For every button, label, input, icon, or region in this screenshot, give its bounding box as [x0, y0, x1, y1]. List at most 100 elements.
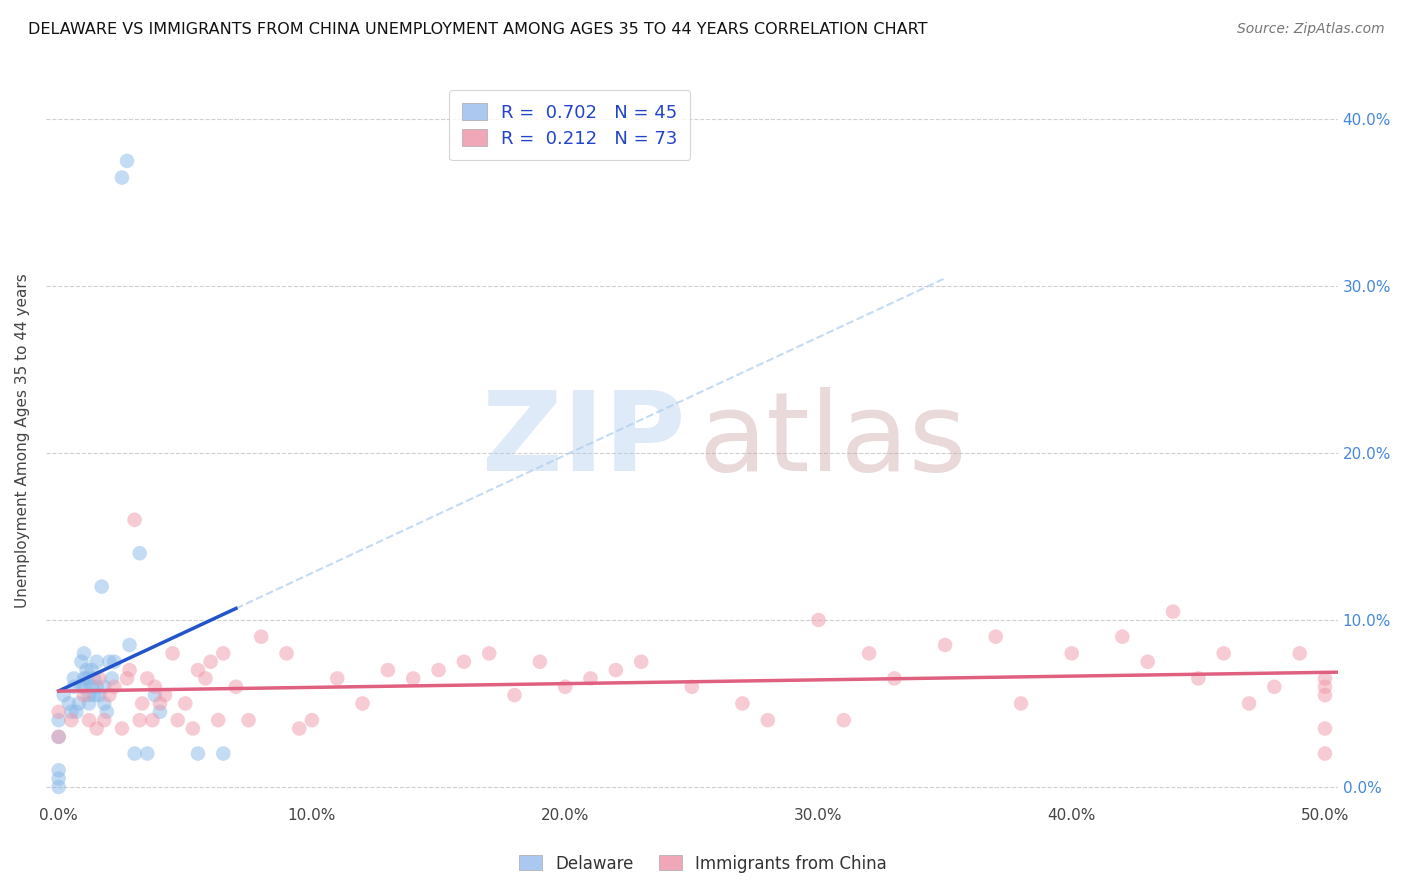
Point [48, 780, 70, 794]
Point [1313, 680, 1336, 694]
Point [96, 705, 118, 719]
Point [86, 680, 108, 694]
Point [1313, 688, 1336, 702]
Point [225, 680, 247, 694]
Point [80, 680, 103, 694]
Text: DELAWARE VS IMMIGRANTS FROM CHINA UNEMPLOYMENT AMONG AGES 35 TO 44 YEARS CORRELA: DELAWARE VS IMMIGRANTS FROM CHINA UNEMPL… [28, 22, 928, 37]
Point [1288, 646, 1310, 660]
Point [70, 680, 93, 694]
Point [807, 613, 830, 627]
Point [832, 713, 855, 727]
Point [681, 680, 703, 694]
Point [212, 646, 235, 660]
Point [128, 546, 150, 560]
Point [478, 646, 501, 660]
Point [86, 722, 108, 736]
Point [58, 697, 80, 711]
Point [60, 705, 83, 719]
Point [118, 638, 141, 652]
Point [200, 655, 222, 669]
Text: ZIP: ZIP [482, 387, 685, 494]
Point [1136, 655, 1159, 669]
Point [288, 722, 311, 736]
Point [377, 663, 399, 677]
Point [48, 772, 70, 786]
Point [276, 646, 298, 660]
Point [136, 672, 159, 686]
Point [70, 655, 93, 669]
Point [98, 655, 121, 669]
Point [63, 672, 86, 686]
Point [76, 672, 98, 686]
Point [115, 672, 138, 686]
Point [143, 688, 166, 702]
Point [60, 713, 83, 727]
Point [579, 672, 602, 686]
Point [111, 722, 134, 736]
Point [453, 655, 475, 669]
Point [1313, 722, 1336, 736]
Point [187, 747, 209, 761]
Point [250, 630, 273, 644]
Point [93, 713, 115, 727]
Point [141, 713, 163, 727]
Point [427, 663, 450, 677]
Point [73, 646, 96, 660]
Point [128, 713, 150, 727]
Point [207, 713, 229, 727]
Point [118, 663, 141, 677]
Point [111, 170, 134, 185]
Point [124, 747, 146, 761]
Point [1010, 697, 1032, 711]
Point [858, 646, 880, 660]
Point [73, 680, 96, 694]
Point [86, 655, 108, 669]
Point [301, 713, 323, 727]
Point [326, 672, 349, 686]
Point [48, 705, 70, 719]
Point [1313, 747, 1336, 761]
Point [89, 688, 111, 702]
Point [80, 663, 103, 677]
Point [554, 680, 576, 694]
Point [984, 630, 1007, 644]
Point [65, 705, 87, 719]
Legend: Delaware, Immigrants from China: Delaware, Immigrants from China [512, 848, 894, 880]
Point [124, 513, 146, 527]
Point [934, 638, 956, 652]
Point [174, 697, 197, 711]
Point [153, 688, 176, 702]
Point [98, 688, 121, 702]
Point [1313, 672, 1336, 686]
Point [503, 688, 526, 702]
Point [529, 655, 551, 669]
Point [76, 663, 98, 677]
Point [630, 655, 652, 669]
Point [115, 153, 138, 168]
Point [1212, 646, 1234, 660]
Point [883, 672, 905, 686]
Point [48, 730, 70, 744]
Point [212, 747, 235, 761]
Point [93, 697, 115, 711]
Point [63, 680, 86, 694]
Point [352, 697, 374, 711]
Point [1060, 646, 1083, 660]
Point [77, 713, 100, 727]
Point [73, 688, 96, 702]
Text: atlas: atlas [699, 387, 967, 494]
Point [77, 688, 100, 702]
Point [756, 713, 779, 727]
Point [77, 697, 100, 711]
Point [1111, 630, 1133, 644]
Point [149, 697, 172, 711]
Point [103, 655, 125, 669]
Point [605, 663, 627, 677]
Point [48, 713, 70, 727]
Point [194, 672, 217, 686]
Point [48, 730, 70, 744]
Point [143, 680, 166, 694]
Point [103, 680, 125, 694]
Point [83, 672, 105, 686]
Point [48, 763, 70, 777]
